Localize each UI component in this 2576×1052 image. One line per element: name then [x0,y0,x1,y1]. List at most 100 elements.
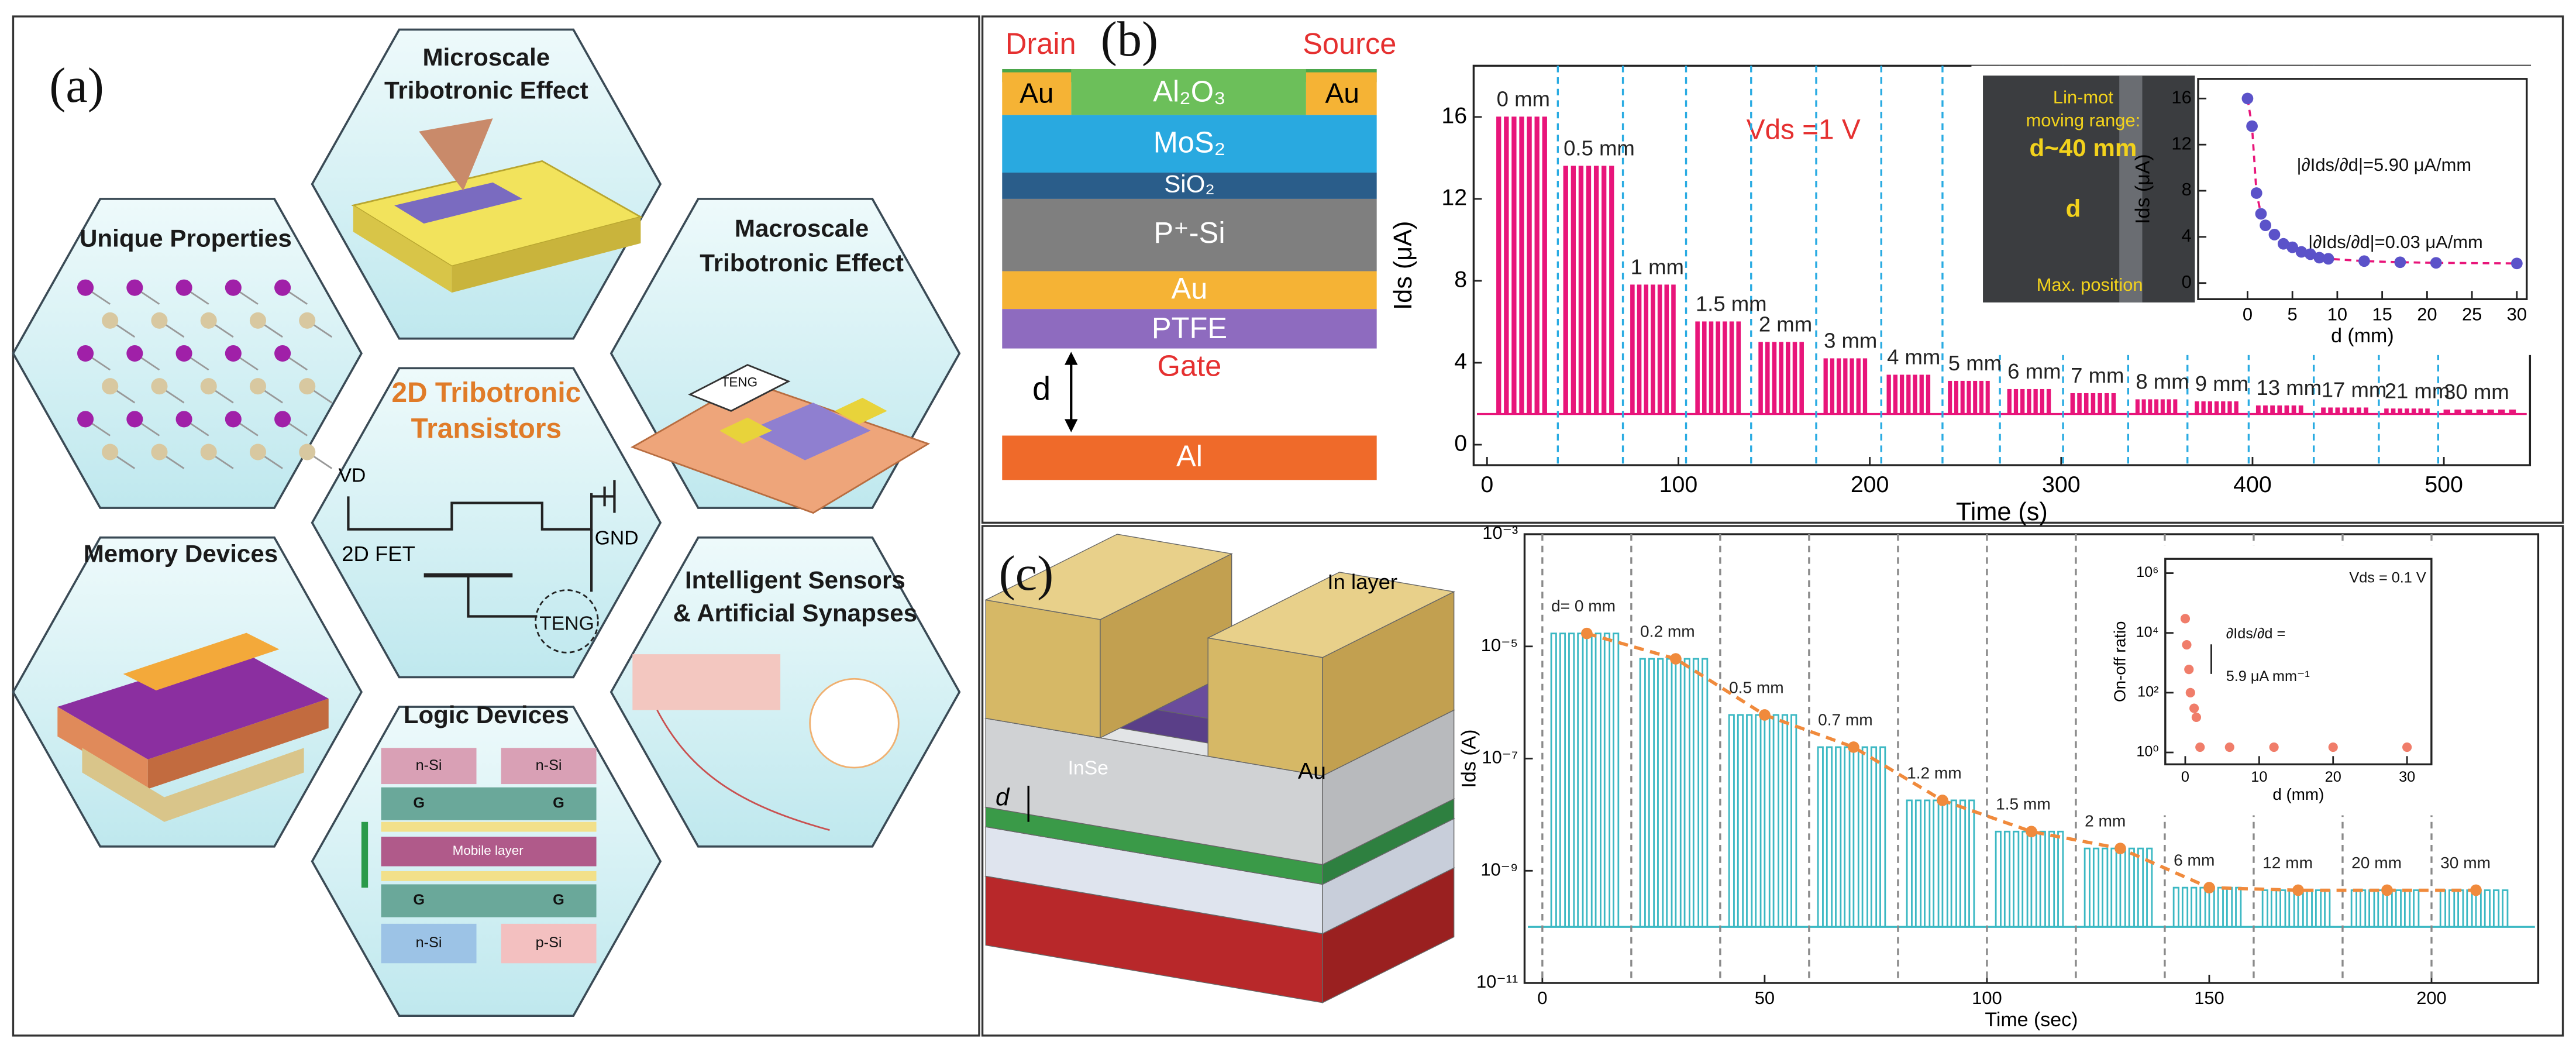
logic-label: p-Si [536,934,562,951]
atom [274,279,291,296]
point [2430,257,2442,269]
atom [77,279,94,296]
segment-label: 21 mm [2385,379,2450,403]
y-tick-label: 4 [2182,225,2192,246]
layer-label: Al [1176,439,1203,473]
atom [225,411,242,428]
pulse [1893,374,1898,415]
x-tick-label: 30 [2399,769,2415,785]
pulse [2048,830,2055,928]
layer-sio2 [1002,172,1377,199]
atom [225,345,242,362]
hexagon [311,367,662,679]
hex-title: Logic Devices [404,701,569,728]
atom [175,345,192,362]
annotation: Vds = 0.1 V [2349,570,2426,586]
hex-title: & Artificial Synapses [673,599,917,627]
pulse [2405,408,2409,415]
pulse [2003,830,2011,928]
layer-ptfe [1002,309,1377,349]
synapse [809,678,900,769]
y-tick-label: 10⁻⁵ [1481,635,1518,655]
pulse [2128,847,2135,928]
pulse [2342,407,2347,415]
channel [394,182,523,224]
point [2268,229,2281,240]
panel-a-illustrations [57,118,931,964]
pulse [1792,342,1797,415]
point [2358,255,2370,267]
x-tick-label: 30 [2507,304,2527,324]
teng-circle [535,589,599,654]
pulse [1758,342,1763,415]
atom [249,312,267,329]
atom [299,378,316,395]
segment-label: 1 mm [1631,255,1684,279]
atom [299,444,316,460]
x-axis-label: Time (s) [1956,498,2048,526]
inset-background [2103,545,2533,816]
pulse [1542,116,1547,415]
pulse [1692,658,1700,928]
hex-title: Microscale [422,43,550,71]
pulse [1835,746,1842,928]
y-tick-label: 12 [1441,184,1467,210]
atom [77,345,94,362]
panel-label: (c) [999,546,1054,601]
fit-line [2246,98,2517,265]
pulse [2443,409,2450,415]
segment-label: 9 mm [2195,372,2248,396]
source-label: Source [1303,27,1396,60]
pulse [2039,830,2046,928]
teng-label: TENG [721,375,757,390]
pulse [1830,358,1835,415]
pulse [2098,393,2102,415]
pulse [1736,321,1741,415]
x-tick-label: 500 [2425,472,2463,497]
segment-label: 0.5 mm [1729,678,1784,696]
y-tick-label: 12 [2171,133,2191,153]
pulse [2091,393,2096,415]
atom [175,279,192,296]
layer-label: PTFE [1152,311,1227,345]
y-tick-label: 10⁴ [2136,624,2159,640]
layer [381,884,597,917]
pulse [1657,284,1662,415]
gap-label: d [1032,370,1051,407]
pulse [2221,401,2226,415]
pulse [2391,408,2396,415]
atom [299,312,316,329]
device-face [985,599,1101,738]
point [2313,252,2326,264]
photo-text: moving range: [2026,110,2141,130]
pulse [1779,342,1783,415]
segment-label: 1.5 mm [1696,292,1767,316]
gate-label: Gate [1158,349,1222,383]
pulse [1836,358,1841,415]
point [2269,742,2279,752]
layer [501,923,597,964]
point [2260,219,2272,232]
y-tick-label: 10⁻⁹ [1480,859,1518,879]
circuit-label: VD [339,465,366,487]
pulse [2007,389,2012,415]
layer [381,821,597,832]
pulse [1657,658,1664,928]
pulse [2154,399,2159,415]
pulse [1950,799,1957,928]
pulse [1995,830,2002,928]
segment-label: 13 mm [2257,376,2322,400]
photo-text: d~40 mm [2030,134,2137,161]
logic-label: n-Si [536,757,562,773]
pulse [1933,799,1940,928]
segment-label: 6 mm [2174,851,2215,869]
pulse [1603,632,1611,928]
layer [381,748,477,785]
x-tick-label: 100 [1972,988,2002,1008]
pulse [1609,166,1614,415]
layer-label: P⁺-Si [1153,216,1225,249]
pulse [2227,401,2232,415]
pulse [2364,407,2368,415]
layer [57,707,148,789]
